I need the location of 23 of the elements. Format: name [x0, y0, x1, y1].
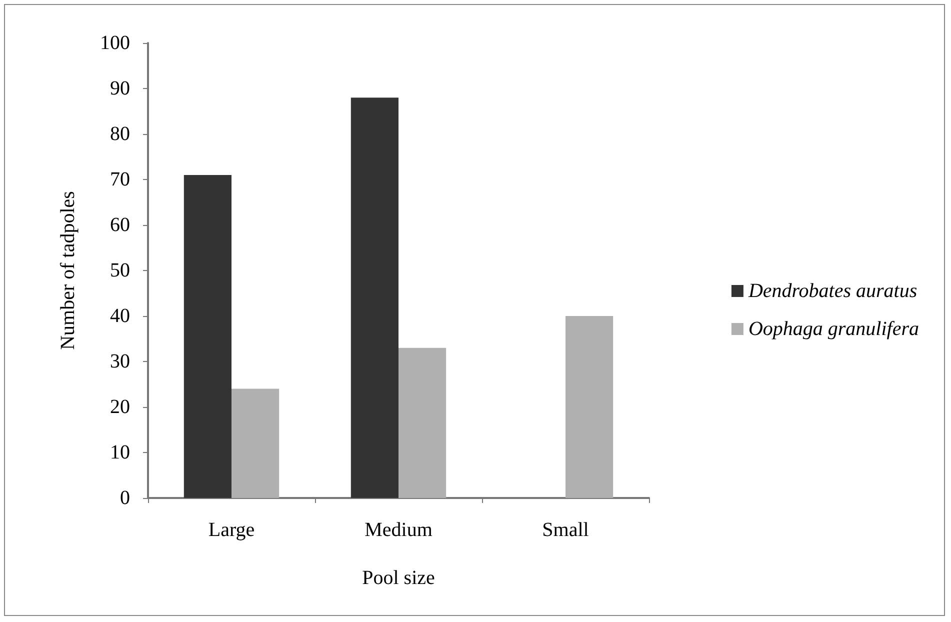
- bar: [566, 316, 614, 498]
- y-tick-label: 100: [100, 32, 130, 54]
- y-tick-label: 40: [110, 305, 130, 327]
- y-tick-label: 70: [110, 168, 130, 190]
- y-tick-label: 90: [110, 78, 130, 100]
- legend-label: Oophaga granulifera: [748, 318, 920, 340]
- x-tick-label: Large: [208, 519, 255, 541]
- y-tick-label: 20: [110, 396, 130, 418]
- y-tick-label: 80: [110, 123, 130, 145]
- x-tick-label: Small: [542, 519, 590, 541]
- bar: [350, 98, 398, 498]
- y-tick-label: 0: [120, 487, 130, 509]
- y-tick-label: 30: [110, 350, 130, 372]
- bar: [232, 388, 280, 498]
- y-tick-label: 60: [110, 214, 130, 236]
- x-tick-label: Medium: [364, 519, 433, 541]
- x-axis-title: Pool size: [362, 567, 436, 589]
- bar: [184, 174, 232, 498]
- y-tick-label: 50: [110, 260, 130, 282]
- legend-label: Dendrobates auratus: [747, 280, 918, 302]
- y-tick-label: 10: [110, 442, 130, 464]
- y-axis-title: Number of tadpoles: [57, 190, 79, 350]
- bar: [398, 348, 446, 498]
